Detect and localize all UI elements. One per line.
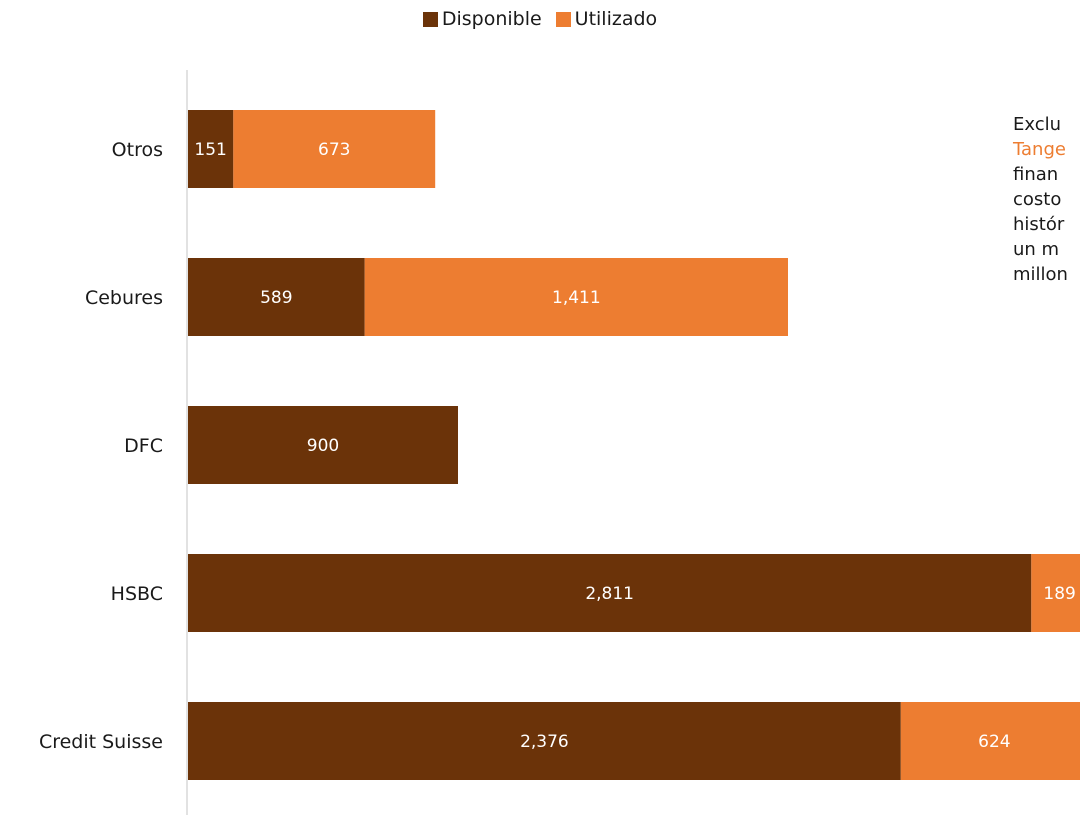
bar-segment-utilizado bbox=[900, 702, 1080, 780]
bar-segment-disponible bbox=[188, 554, 1032, 632]
category-label: Credit Suisse bbox=[39, 731, 163, 753]
data-label: 900 bbox=[307, 436, 339, 456]
category-label: Otros bbox=[112, 139, 163, 161]
annotation-line-4: costo bbox=[1013, 189, 1062, 210]
data-label: 673 bbox=[318, 140, 350, 160]
annotation-line-2: Tange bbox=[1013, 139, 1066, 160]
annotation-line-7: millon bbox=[1013, 264, 1068, 285]
category-label: DFC bbox=[124, 435, 163, 457]
category-label: Cebures bbox=[85, 287, 163, 309]
annotation-line-1: Exclu bbox=[1013, 114, 1062, 135]
bar-segment-utilizado bbox=[1031, 554, 1080, 632]
bar-segment-disponible bbox=[188, 702, 901, 780]
annotation-line-6: un m bbox=[1013, 239, 1060, 260]
data-label: 2,376 bbox=[520, 732, 569, 752]
data-label: 151 bbox=[194, 140, 226, 160]
chart-legend: Disponible Utilizado bbox=[0, 8, 1080, 30]
bar-segment-disponible bbox=[188, 406, 458, 484]
annotation-line-3: finan bbox=[1013, 164, 1059, 185]
legend-label: Utilizado bbox=[574, 8, 658, 30]
data-label: 189 bbox=[1043, 584, 1075, 604]
legend-swatch bbox=[555, 11, 571, 27]
bar-segment-utilizado bbox=[233, 110, 436, 188]
data-label: 2,811 bbox=[585, 584, 634, 604]
data-label: 624 bbox=[978, 732, 1010, 752]
bar-segment-disponible bbox=[188, 110, 234, 188]
annotation-text: Exclu Tange finan costo histór un m mill… bbox=[1013, 112, 1080, 287]
bar-segment-utilizado bbox=[364, 258, 788, 336]
legend-swatch bbox=[422, 11, 438, 27]
data-label: 1,411 bbox=[552, 288, 601, 308]
legend-item-2: Utilizado bbox=[555, 8, 658, 30]
annotation-line-5: histór bbox=[1013, 214, 1065, 235]
data-label: 589 bbox=[260, 288, 292, 308]
category-label: HSBC bbox=[111, 583, 163, 605]
legend-item-1: Disponible bbox=[422, 8, 542, 30]
bar-segment-disponible bbox=[188, 258, 365, 336]
legend-label: Disponible bbox=[441, 8, 542, 30]
